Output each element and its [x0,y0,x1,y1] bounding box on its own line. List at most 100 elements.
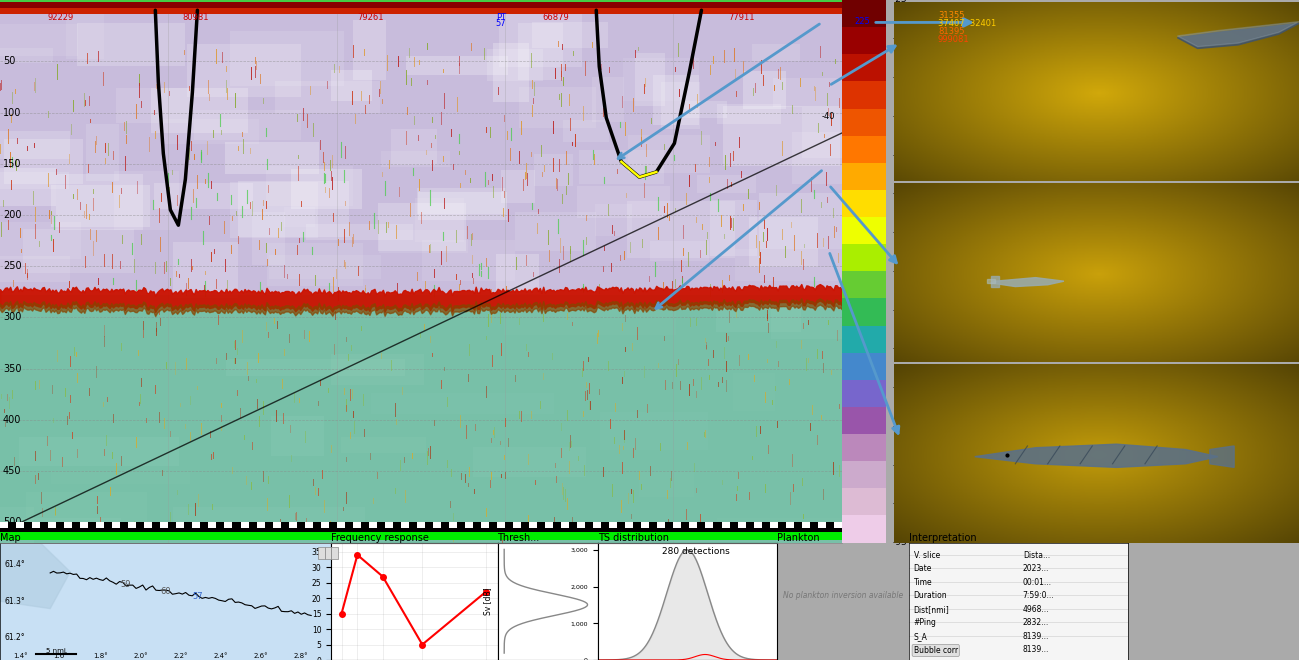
Text: 92229: 92229 [47,13,73,22]
Bar [746,522,753,528]
Bar [735,249,848,281]
Bar [546,522,553,528]
Bar [329,522,336,528]
Text: 00:59: 00:59 [190,526,210,532]
Bar [252,212,284,265]
Text: 999081: 999081 [938,35,969,44]
Bar [88,522,96,528]
Bar [536,522,546,528]
Bar [569,522,577,528]
Bar [625,522,634,528]
Text: 500: 500 [3,517,22,527]
Text: 1.4°: 1.4° [13,653,27,659]
Text: 50: 50 [3,56,16,67]
Bar [498,522,505,528]
Bar [635,53,665,106]
Bar [440,522,449,528]
Bar [487,49,543,81]
Bar [77,24,186,67]
Polygon shape [991,276,999,286]
Bar [144,522,152,528]
Bar [761,522,769,528]
Bar [414,198,464,242]
Text: 350: 350 [3,364,22,374]
Text: 01:26: 01:26 [359,526,379,532]
Bar [52,185,149,226]
Text: -50: -50 [892,189,907,198]
Polygon shape [0,543,331,660]
Text: 2.8°: 2.8° [294,653,308,659]
Bar [151,88,248,133]
Polygon shape [1209,446,1234,467]
Bar [40,522,48,528]
Bar [842,298,886,325]
Text: 1.6°: 1.6° [53,653,68,659]
Text: 4974 nmi: 4974 nmi [352,531,386,537]
Bar [0,222,81,259]
Bar [342,437,426,453]
Bar [0,24,78,56]
Text: No plankton inversion available: No plankton inversion available [783,591,903,600]
Bar [622,59,699,101]
Bar [778,522,786,528]
Bar [842,136,886,163]
Bar [184,522,192,528]
Text: 2.4°: 2.4° [213,653,229,659]
Text: 2023...: 2023... [1022,564,1050,574]
Text: 2832...: 2832... [1022,618,1050,627]
Bar [842,379,886,407]
Text: 37407  32401: 37407 32401 [938,19,996,28]
Bar [281,522,288,528]
Bar [369,522,377,528]
Bar [372,393,553,414]
Bar [721,522,730,528]
Polygon shape [987,279,995,283]
Bar [19,438,179,465]
Text: -55: -55 [892,228,907,237]
Bar [114,171,179,230]
Bar [609,522,617,528]
Bar [21,518,122,540]
Text: 60: 60 [161,587,171,596]
Bar [713,522,721,528]
Bar [562,120,609,143]
Text: Duration: Duration [913,591,947,601]
Text: 61.3°: 61.3° [4,597,25,606]
Bar [161,119,259,145]
Text: 79261: 79261 [357,13,385,22]
Bar [112,522,121,528]
Bar [679,101,726,118]
Text: -95: -95 [892,538,907,547]
Bar [792,131,851,183]
Text: -60: -60 [892,267,907,276]
Text: 31355: 31355 [938,11,964,20]
Bar [305,522,313,528]
Bar [256,522,265,528]
Bar [711,200,757,256]
Bar [653,75,699,125]
Bar [192,522,200,528]
Bar [465,522,473,528]
Text: Date: Date [913,564,933,574]
Bar [449,522,457,528]
Bar [8,522,16,528]
Bar [698,522,705,528]
Text: 4978 nmi: 4978 nmi [691,531,724,537]
Text: 450: 450 [3,466,22,476]
Bar [0,11,842,295]
Bar [650,522,657,528]
Bar [657,522,665,528]
Text: 4972 nmi: 4972 nmi [183,531,217,537]
Bar [433,522,440,528]
Bar [177,522,184,528]
Text: 2.6°: 2.6° [253,653,269,659]
Bar [266,166,353,206]
Bar [25,522,32,528]
Text: -80: -80 [892,422,907,431]
Text: 2023.03.21: 2023.03.21 [129,526,171,535]
Bar [534,154,573,187]
Bar [842,27,886,54]
Bar [268,243,364,286]
Bar [378,203,466,251]
Bar [321,522,329,528]
